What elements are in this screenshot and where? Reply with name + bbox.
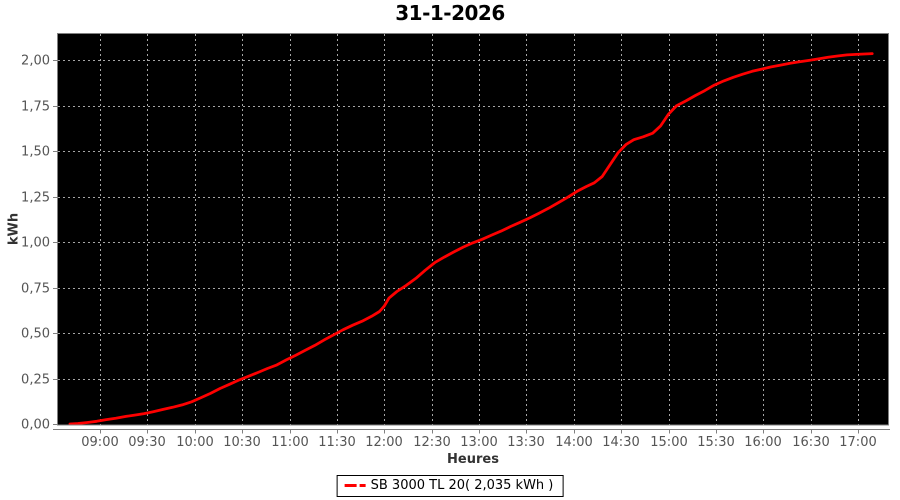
svg-text:17:00: 17:00: [839, 435, 876, 450]
svg-text:16:00: 16:00: [744, 435, 781, 450]
svg-text:13:30: 13:30: [507, 435, 544, 450]
x-axis-title: Heures: [447, 452, 499, 467]
legend-label: SB 3000 TL 20( 2,035 kWh ): [370, 478, 554, 493]
plot-border: [57, 33, 889, 426]
svg-text:14:00: 14:00: [555, 435, 592, 450]
svg-text:0,50: 0,50: [21, 327, 50, 342]
gridlines: [58, 34, 888, 425]
x-tick-labels: 09:00 09:30 10:00 10:30 11:00 11:30 12:00 12:30…: [81, 435, 876, 450]
svg-text:1,25: 1,25: [21, 191, 50, 206]
svg-text:0,25: 0,25: [21, 373, 50, 388]
svg-text:12:30: 12:30: [413, 435, 450, 450]
y-axis-title: kWh: [6, 212, 22, 246]
series-line-icon: [344, 484, 366, 487]
svg-text:11:00: 11:00: [271, 435, 308, 450]
svg-text:13:00: 13:00: [460, 435, 497, 450]
svg-text:1,00: 1,00: [21, 236, 50, 251]
legend: SB 3000 TL 20( 2,035 kWh ): [336, 475, 564, 497]
svg-text:11:30: 11:30: [318, 435, 355, 450]
svg-text:09:00: 09:00: [81, 435, 118, 450]
svg-text:10:30: 10:30: [223, 435, 260, 450]
chart-title: 31-1-2026: [395, 1, 505, 25]
y-tick-labels: 0,00 0,25 0,50 0,75 1,00 1,25 1,50 1,75 2,00: [21, 54, 50, 433]
svg-text:15:00: 15:00: [650, 435, 687, 450]
svg-text:2,00: 2,00: [21, 54, 50, 69]
svg-text:12:00: 12:00: [365, 435, 402, 450]
series-line: [68, 52, 874, 426]
svg-text:15:30: 15:30: [697, 435, 734, 450]
svg-text:0,00: 0,00: [21, 418, 50, 433]
tick-marks: [53, 60, 859, 434]
svg-text:09:30: 09:30: [128, 435, 165, 450]
svg-text:14:30: 14:30: [602, 435, 639, 450]
svg-text:1,75: 1,75: [21, 100, 50, 115]
svg-text:16:30: 16:30: [792, 435, 829, 450]
svg-text:1,50: 1,50: [21, 145, 50, 160]
svg-text:10:00: 10:00: [176, 435, 213, 450]
svg-text:0,75: 0,75: [21, 282, 50, 297]
